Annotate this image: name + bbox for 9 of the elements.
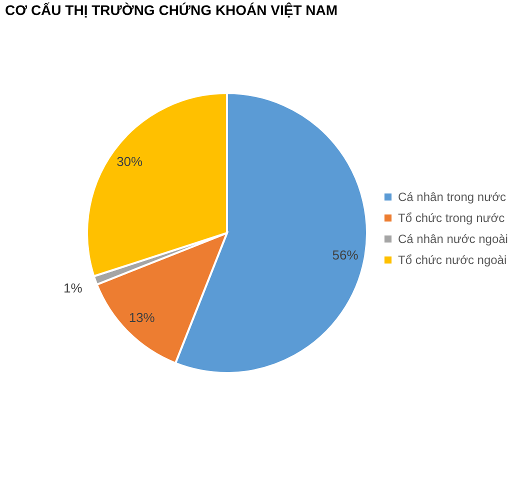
data-label: 30% <box>116 154 144 170</box>
legend-label: Cá nhân nước ngoài <box>398 232 508 246</box>
legend-label: Cá nhân trong nước <box>398 190 506 204</box>
legend-label: Tổ chức nước ngoài <box>398 253 507 267</box>
data-label: 13% <box>128 310 156 326</box>
chart-title: CƠ CẤU THỊ TRƯỜNG CHỨNG KHOÁN VIỆT NAM <box>5 2 338 18</box>
data-label: 1% <box>63 280 83 296</box>
legend-label: Tổ chức trong nước <box>398 211 505 225</box>
data-label: 56% <box>332 248 359 263</box>
